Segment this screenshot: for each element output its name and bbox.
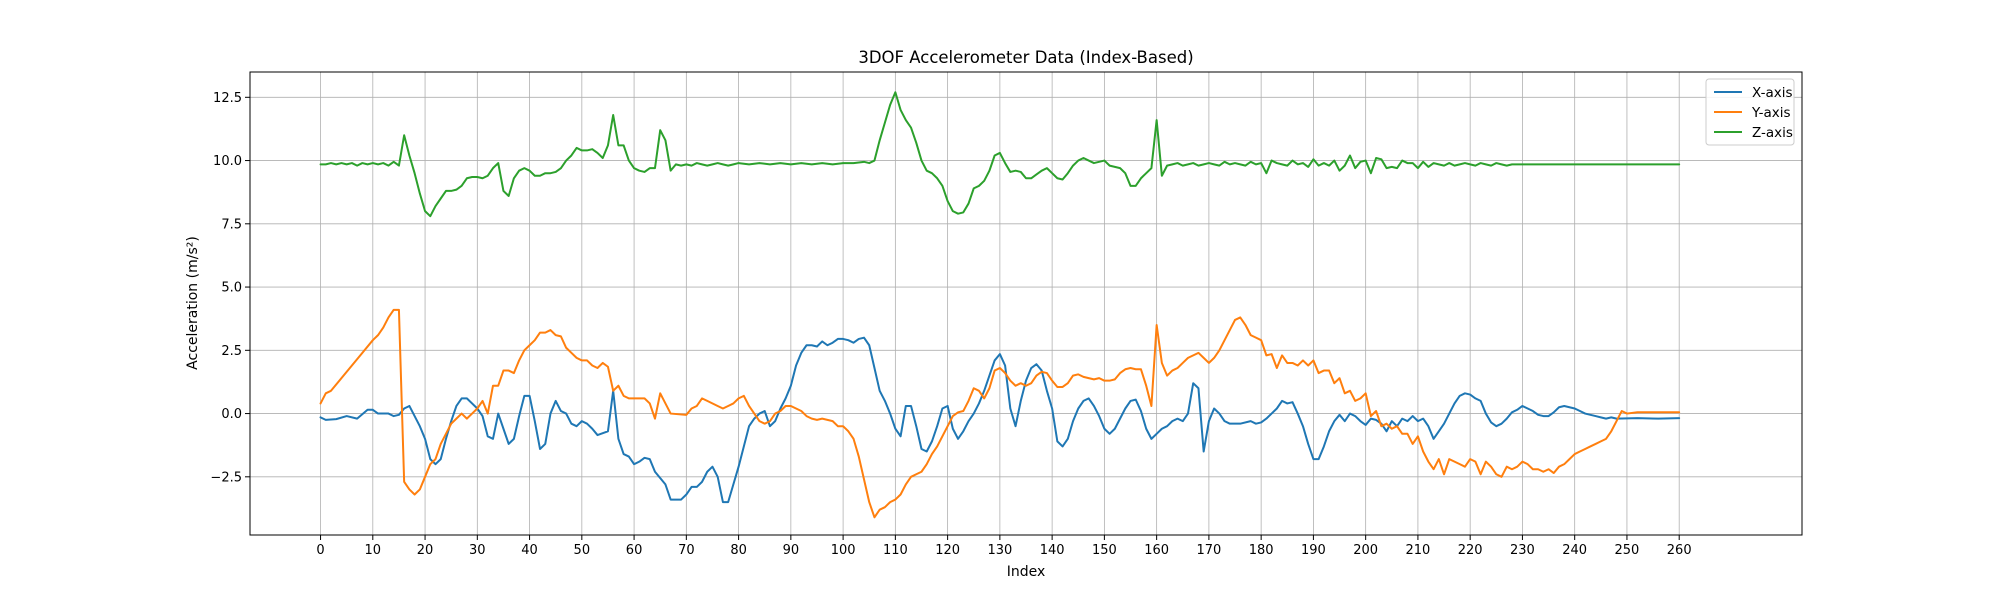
x-tick-label: 20 <box>417 543 434 558</box>
x-tick-label: 130 <box>987 543 1012 558</box>
x-tick-label: 200 <box>1353 543 1378 558</box>
legend-label-y-axis: Y-axis <box>1751 105 1791 121</box>
y-tick-label: 2.5 <box>221 344 242 359</box>
x-tick-label: 150 <box>1092 543 1117 558</box>
x-tick-label: 210 <box>1406 543 1431 558</box>
legend: X-axis Y-axis Z-axis <box>1705 78 1795 146</box>
x-tick-label: 110 <box>883 543 908 558</box>
x-tick-label: 230 <box>1510 543 1535 558</box>
x-tick-label: 0 <box>316 543 324 558</box>
x-axis-label: Index <box>1007 564 1046 580</box>
y-tick-label: 0.0 <box>221 407 242 422</box>
x-tick-label: 10 <box>365 543 382 558</box>
x-tick-label: 120 <box>935 543 960 558</box>
x-tick-label: 60 <box>626 543 643 558</box>
x-tick-label: 190 <box>1301 543 1326 558</box>
y-axis-label: Acceleration (m/s²) <box>185 236 201 370</box>
y-tick-label: 5.0 <box>221 281 242 296</box>
x-tick-label: 50 <box>574 543 591 558</box>
plot-area-frame <box>249 71 1803 536</box>
series-line-z-axis <box>319 91 1681 218</box>
legend-label-x-axis: X-axis <box>1752 85 1793 101</box>
x-tick-label: 40 <box>521 543 538 558</box>
data-series <box>319 91 1681 519</box>
legend-label-z-axis: Z-axis <box>1752 125 1793 141</box>
series-line-x-axis <box>319 336 1681 504</box>
x-tick-label: 240 <box>1562 543 1587 558</box>
x-tick-label: 100 <box>831 543 856 558</box>
x-tick-label: 220 <box>1458 543 1483 558</box>
x-tick-label: 80 <box>730 543 747 558</box>
x-tick-label: 250 <box>1615 543 1640 558</box>
x-tick-label: 140 <box>1040 543 1065 558</box>
x-tick-label: 90 <box>783 543 800 558</box>
y-tick-label: 7.5 <box>221 217 242 232</box>
legend-frame <box>1705 78 1795 146</box>
x-tick-label: 70 <box>678 543 695 558</box>
x-tick-label: 180 <box>1249 543 1274 558</box>
x-tick-label: 260 <box>1667 543 1692 558</box>
y-axis-ticks: −2.5 0.0 2.5 5.0 7.5 10.0 12.5 <box>210 91 250 485</box>
chart-title: 3DOF Accelerometer Data (Index-Based) <box>858 48 1193 67</box>
y-tick-label: −2.5 <box>210 470 242 485</box>
x-tick-label: 30 <box>469 543 486 558</box>
x-tick-label: 170 <box>1196 543 1221 558</box>
y-tick-label: 10.0 <box>213 154 242 169</box>
series-line-y-axis <box>319 308 1681 519</box>
x-axis-ticks: 0 10 20 30 40 50 60 70 80 90 100 110 120 130 140 150 160… <box>316 535 1692 558</box>
y-tick-label: 12.5 <box>213 91 242 106</box>
x-tick-label: 160 <box>1144 543 1169 558</box>
